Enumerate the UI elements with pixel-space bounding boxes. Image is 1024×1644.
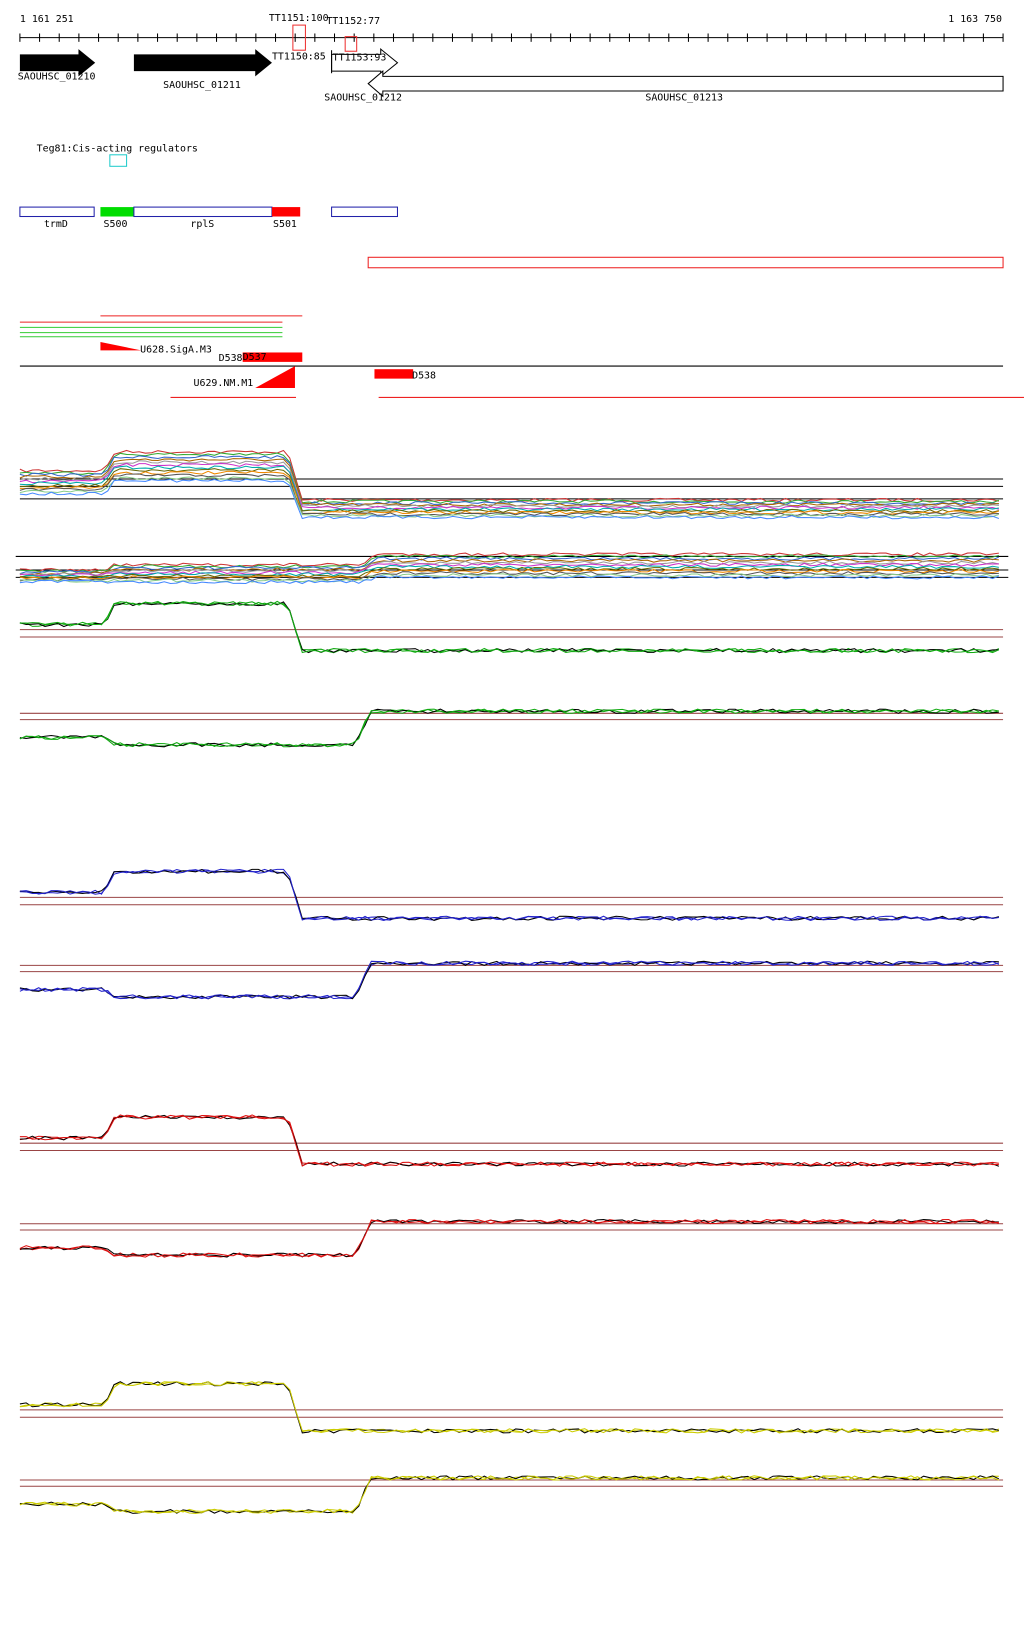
profile <box>19 960 999 1000</box>
profile <box>19 564 999 579</box>
terminator-label: TT1151:100 <box>269 13 329 24</box>
promoter <box>242 352 303 362</box>
profile <box>19 708 1000 748</box>
gene-label: SAOUHSC_01210 <box>18 71 96 82</box>
profile <box>19 556 1000 575</box>
profile <box>19 708 999 748</box>
gene-arrow <box>331 48 399 78</box>
profile <box>19 868 1000 921</box>
profile <box>19 708 999 748</box>
segment <box>331 206 398 218</box>
terminator-label: TT1152:77 <box>326 16 380 27</box>
gene-arrow <box>19 49 96 77</box>
profile <box>19 1381 1000 1434</box>
regulator-label: Teg81:Cis-acting regulators <box>37 144 198 155</box>
profile <box>19 1219 999 1258</box>
gene-label: SAOUHSC_01211 <box>163 80 241 91</box>
terminator-label: TT1153:93 <box>333 53 387 64</box>
profile <box>19 554 1000 573</box>
gene-label: SAOUHSC_01212 <box>324 92 402 103</box>
profile <box>19 1219 1000 1258</box>
profile <box>19 600 1000 654</box>
promoter <box>374 369 414 379</box>
profile <box>19 476 1000 518</box>
axis-start: 1 161 251 <box>20 14 74 25</box>
regulator-box <box>109 154 128 167</box>
profile <box>19 1475 999 1514</box>
profile <box>19 868 999 921</box>
gene-label: SAOUHSC_01213 <box>645 92 723 103</box>
profile <box>19 1114 999 1167</box>
profile <box>19 868 999 921</box>
segment <box>271 207 301 217</box>
profile <box>19 568 999 581</box>
profile <box>19 601 999 654</box>
profile <box>19 960 1000 1000</box>
axis-end: 1 163 750 <box>948 14 1002 25</box>
segment <box>133 206 273 218</box>
segment-label: trmD <box>44 219 68 230</box>
segment <box>100 207 134 217</box>
segment-label: rplS <box>190 219 214 230</box>
profile <box>19 478 1000 520</box>
profile <box>19 449 1000 503</box>
profile <box>19 473 999 517</box>
profile <box>19 1114 1000 1167</box>
promoter-label: U628.SigA.M3 <box>140 344 212 355</box>
gene-arrow <box>367 69 1004 98</box>
promoter <box>100 342 142 367</box>
profile <box>19 562 999 578</box>
profile <box>19 468 1000 514</box>
profile <box>19 465 999 512</box>
profile <box>19 455 999 506</box>
profile <box>19 1381 1000 1434</box>
promoter-label: D538 <box>219 353 243 364</box>
segment-label: S501 <box>273 219 297 230</box>
profile <box>19 1381 999 1434</box>
segment-label: S500 <box>104 219 128 230</box>
promoter <box>255 366 295 389</box>
profile <box>19 600 1000 654</box>
terminator <box>292 24 306 51</box>
profile <box>19 960 1000 1000</box>
terminator-label: TT1150:85 <box>272 52 326 63</box>
gene-arrow <box>133 49 272 77</box>
profile <box>19 1114 999 1167</box>
promoter-label: D538 <box>412 371 436 382</box>
profile <box>19 575 1000 585</box>
segment <box>19 206 95 218</box>
promoter-label: U629.NM.M1 <box>194 378 254 389</box>
profile <box>19 1218 999 1258</box>
profile <box>19 1475 1000 1514</box>
profile <box>19 1475 1000 1514</box>
terminator <box>344 36 358 52</box>
promoter-label: D537 <box>243 352 267 363</box>
profile <box>19 458 999 507</box>
region <box>367 256 1004 269</box>
